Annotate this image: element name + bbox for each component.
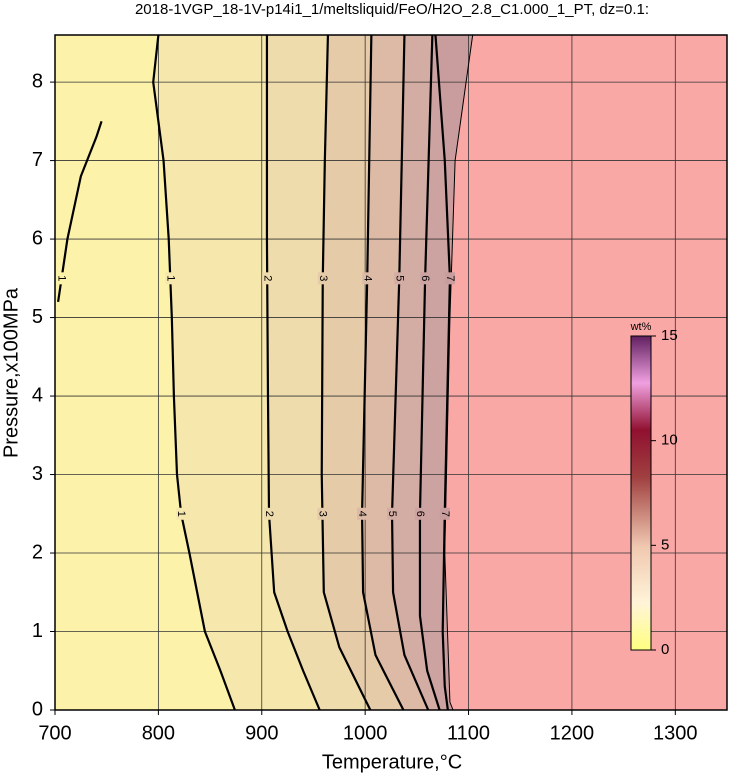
contour-label-bg [394, 272, 405, 285]
y-axis-label: Pressure,x100MPa [0, 287, 22, 458]
x-tick-label: 1000 [343, 722, 388, 744]
contour-label-bg [439, 507, 450, 520]
colorbar [630, 335, 652, 651]
y-tick-label: 6 [32, 227, 43, 249]
contour-label: 2 [263, 511, 275, 517]
contour-label: 5 [386, 511, 398, 517]
colorbar-tick-label: 0 [661, 641, 669, 658]
colorbar-tick-label: 5 [661, 536, 669, 553]
x-tick-label: 1300 [653, 722, 698, 744]
contour-line [265, 35, 321, 711]
contour-label: 1 [175, 511, 187, 517]
contour-label: 3 [317, 275, 329, 281]
contour-label: 5 [393, 275, 405, 281]
colorbar-tick-label: 15 [661, 327, 678, 344]
y-tick-label: 8 [32, 70, 43, 92]
x-tick-label: 700 [38, 722, 71, 744]
x-tick-label: 800 [142, 722, 175, 744]
contour-label: 7 [444, 275, 456, 281]
x-tick-label: 900 [245, 722, 278, 744]
contour-label-bg [262, 272, 273, 285]
contour-label: 3 [317, 511, 329, 517]
y-tick-label: 4 [32, 384, 43, 406]
x-tick-label: 1100 [447, 722, 490, 744]
contour-line [418, 34, 441, 711]
contour-label-bg [362, 272, 373, 285]
chart-title: 2018-1VGP_18-1V-p14i1_1/meltsliquid/FeO/… [135, 1, 649, 18]
x-tick-label: 1200 [550, 722, 595, 744]
y-tick-label: 2 [32, 541, 43, 563]
contour-label-bg [420, 272, 431, 285]
contour-label-bg [317, 507, 328, 520]
contour-label: 4 [356, 511, 368, 517]
plot-frame [54, 34, 728, 711]
contour-label-bg [444, 272, 455, 285]
contour-label-bg [357, 507, 368, 520]
x-axis-label: Temperature,°C [322, 751, 462, 773]
contour-label-bg [56, 272, 67, 285]
contour-label: 6 [414, 511, 426, 517]
contour-line [320, 34, 372, 711]
contour-line [57, 120, 103, 303]
y-tick-label: 7 [32, 149, 43, 171]
contour-label-bg [264, 507, 275, 520]
colorbar-tick-label: 10 [661, 432, 678, 449]
contour-label-bg [387, 507, 398, 520]
y-tick-label: 5 [32, 306, 43, 328]
contour-label: 4 [361, 275, 373, 281]
contour-label-bg [176, 507, 187, 520]
contour-label: 2 [261, 275, 273, 281]
contour-label: 1 [164, 275, 176, 281]
colorbar-label: wt% [630, 321, 652, 333]
contour-label-bg [165, 272, 176, 285]
contour-line [152, 34, 236, 711]
y-tick-label: 3 [32, 463, 43, 485]
contour-label-bg [317, 272, 328, 285]
contour-line [390, 34, 430, 711]
contour-label: 6 [419, 275, 431, 281]
contour-label-bg [414, 507, 425, 520]
y-tick-label: 0 [32, 698, 43, 720]
region-fill [444, 35, 727, 710]
y-tick-label: 1 [32, 620, 43, 642]
contour-label: 1 [56, 275, 68, 281]
contour-line [360, 34, 405, 711]
contour-label: 7 [439, 511, 451, 517]
